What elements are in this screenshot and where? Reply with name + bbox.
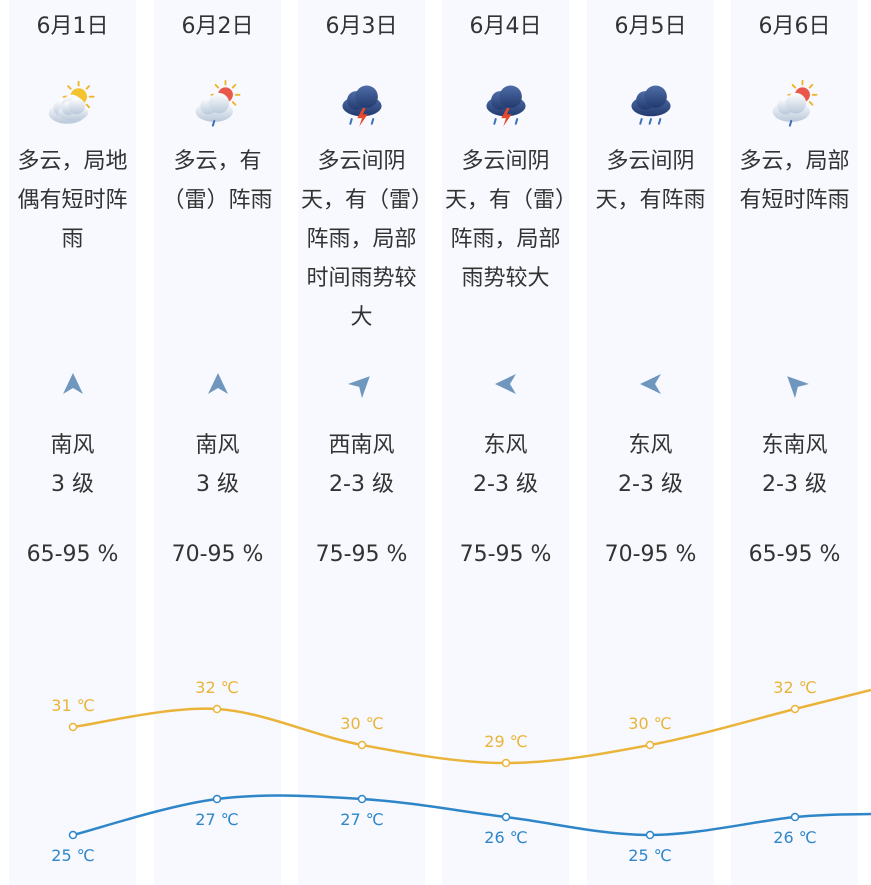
day-column: 6月2日 多云，有（雷）阵雨 南风 3 级 70-95 % [154,0,281,885]
high-temp-point [357,740,367,750]
wind-direction: 东风 [483,433,528,458]
day-column: 6月6日 多云，局部有短时阵雨 东南风 2-3 级 65-95 % [731,0,858,885]
weather-description: 多云间阴天，有（雷）阵雨，局部时间雨势较大 [300,149,422,330]
day-column: 6月5日 多云间阴天，有阵雨 东风 2-3 级 70-95 % [587,0,714,885]
day-date: 6月2日 [181,14,254,39]
humidity: 70-95 % [171,542,264,567]
low-temp-point [68,830,78,840]
weather-description: 多云间阴天，有（雷）阵雨，局部雨势较大 [444,149,566,291]
weather-description: 多云，局地偶有短时阵雨 [17,149,128,252]
day-date: 6月3日 [325,14,398,39]
wind-south-arrow-icon [204,370,232,398]
humidity: 70-95 % [604,542,697,567]
wind-level: 2-3 级 [329,472,394,497]
humidity: 75-95 % [315,542,408,567]
wind-direction: 南风 [50,433,95,458]
day-date: 6月1日 [36,14,109,39]
low-temp-label: 27 ℃ [195,810,238,829]
low-temp-label: 27 ℃ [340,810,383,829]
high-temp-point [501,758,511,768]
wind-level: 3 级 [196,472,239,497]
wind-level: 2-3 级 [762,472,827,497]
cloud-sun-rain-icon [190,78,246,134]
day-date: 6月4日 [469,14,542,39]
humidity: 65-95 % [748,542,841,567]
day-date: 6月6日 [758,14,831,39]
humidity: 65-95 % [26,542,119,567]
dark-cloud-rain-icon [623,78,679,134]
low-temp-label: 26 ℃ [773,828,816,847]
low-temp-label: 25 ℃ [628,846,671,865]
high-temp-label: 32 ℃ [195,678,238,697]
partly-cloudy-sun-icon [45,78,101,134]
weather-description: 多云，有（雷）阵雨 [162,149,273,213]
wind-direction: 东南风 [761,433,828,458]
wind-southwest-arrow-icon [347,370,376,399]
low-temp-label: 26 ℃ [484,828,527,847]
high-temp-point [212,704,222,714]
wind-east-arrow-icon [637,370,665,398]
cloud-sun-rain-icon [767,78,823,134]
wind-east-arrow-icon [492,370,520,398]
weather-description: 多云，局部有短时阵雨 [739,149,850,213]
wind-southeast-arrow-icon [781,370,810,399]
wind-direction: 南风 [195,433,240,458]
day-date: 6月5日 [614,14,687,39]
high-temp-label: 30 ℃ [340,714,383,733]
high-temp-point [68,722,78,732]
low-temp-label: 25 ℃ [51,846,94,865]
weather-description: 多云间阴天，有阵雨 [595,149,706,213]
day-column: 6月4日 多云间阴天，有（雷）阵雨，局部雨势较大 东风 2-3 级 75-95 … [442,0,569,885]
low-temp-point [501,812,511,822]
low-temp-point [357,794,367,804]
thunderstorm-icon [478,78,534,134]
high-temp-point [645,740,655,750]
wind-south-arrow-icon [59,370,87,398]
low-temp-point [790,812,800,822]
low-temp-point [645,830,655,840]
day-column: 6月1日 多云，局地偶有短时阵雨 南风 3 级 65-95 % [9,0,136,885]
high-temp-label: 30 ℃ [628,714,671,733]
high-temp-label: 31 ℃ [51,696,94,715]
wind-level: 2-3 级 [618,472,683,497]
low-temp-line [72,794,871,837]
wind-direction: 西南风 [328,433,395,458]
day-column: 6月3日 多云间阴天，有（雷）阵雨，局部时间雨势较大 西南风 2-3 级 75-… [298,0,425,885]
high-temp-label: 29 ℃ [484,732,527,751]
high-temp-point [790,704,800,714]
wind-direction: 东风 [628,433,673,458]
wind-level: 3 级 [51,472,94,497]
high-temp-line [72,688,871,765]
low-temp-point [212,794,222,804]
humidity: 75-95 % [459,542,552,567]
high-temp-label: 32 ℃ [773,678,816,697]
thunderstorm-icon [334,78,390,134]
wind-level: 2-3 级 [473,472,538,497]
